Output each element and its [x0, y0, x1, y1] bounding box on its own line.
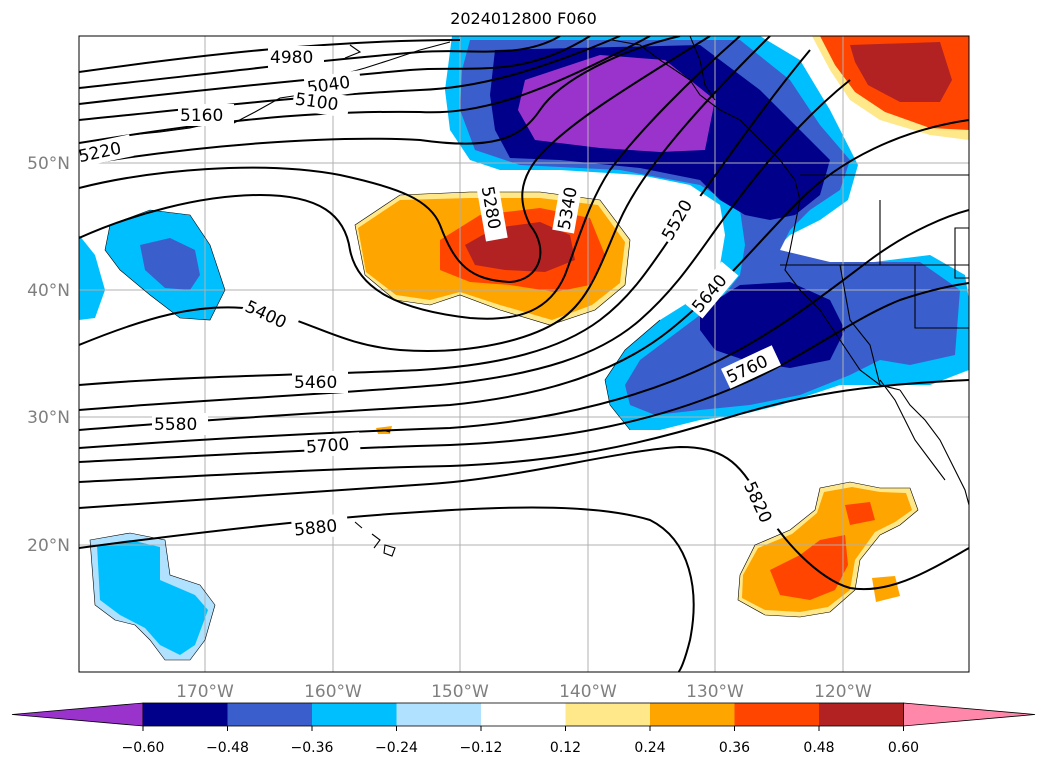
colorbar-tick-label: 0.24 [634, 740, 665, 756]
colorbar-segment [396, 703, 482, 726]
contour-label-5160: 5160 [180, 106, 223, 126]
contour-label-5700: 5700 [305, 435, 350, 458]
colorbar-segment [734, 703, 820, 726]
coastlines [99, 36, 969, 557]
lon-label-140w: 140°W [559, 682, 617, 702]
colorbar-tick-label: 0.36 [719, 740, 750, 756]
colorbar-segment [565, 703, 651, 726]
contour-label-4980: 4980 [270, 48, 313, 68]
lat-label-30n: 30°N [27, 408, 70, 428]
lon-label-120w: 120°W [814, 682, 872, 702]
colorbar-extend-high [903, 702, 1036, 727]
colorbar-segment [650, 703, 735, 726]
contour-label-5580: 5580 [154, 415, 197, 435]
colorbar-tick-label: −0.48 [206, 740, 249, 756]
lat-label-20n: 20°N [27, 536, 70, 556]
colorbar-tick-label: −0.36 [291, 740, 334, 756]
colorbar: −0.60 −0.48 −0.36 −0.24 −0.12 0.12 0.24 0.36 0.4… [11, 702, 1036, 756]
colorbar-tick-label: 0.48 [803, 740, 834, 756]
colorbar-tick-label: 0.60 [888, 740, 919, 756]
contour-label-5880: 5880 [293, 516, 338, 540]
negative-anomaly-central-pacific [79, 210, 225, 660]
colorbar-segment [227, 703, 313, 726]
colorbar-segment [481, 703, 566, 726]
latitude-labels: 50°N 40°N 30°N 20°N [27, 154, 70, 556]
lat-label-40n: 40°N [27, 281, 70, 301]
lon-label-150w: 150°W [431, 682, 489, 702]
positive-anomaly-northeast [812, 36, 969, 140]
colorbar-tick-label: −0.60 [122, 740, 165, 756]
colorbar-segment [819, 703, 904, 726]
colorbar-tick-label: 0.12 [550, 740, 581, 756]
map-frame [78, 35, 970, 673]
map-title: 2024012800 F060 [450, 9, 597, 28]
colorbar-extend-low [11, 702, 144, 727]
colorbar-segment [143, 703, 228, 726]
colorbar-segment [312, 703, 397, 726]
colorbar-frame [142, 702, 904, 727]
colorbar-tick-label: −0.12 [460, 740, 503, 756]
contour-labels: 4980 5040 5100 5160 5220 5280 5340 5400 … [79, 46, 782, 541]
height-contours [79, 36, 969, 672]
contour-label-5460: 5460 [294, 373, 337, 393]
lon-label-160w: 160°W [304, 682, 362, 702]
colorbar-tick-label: −0.24 [375, 740, 418, 756]
lon-label-130w: 130°W [686, 682, 744, 702]
lon-label-170w: 170°W [176, 682, 234, 702]
longitude-labels: 170°W 160°W 150°W 140°W 130°W 120°W [176, 682, 872, 702]
positive-anomaly-southeast [376, 426, 918, 617]
gridlines [79, 36, 969, 672]
lat-label-50n: 50°N [27, 154, 70, 174]
map-area: 4980 5040 5100 5160 5220 5280 5340 5400 … [79, 36, 969, 672]
